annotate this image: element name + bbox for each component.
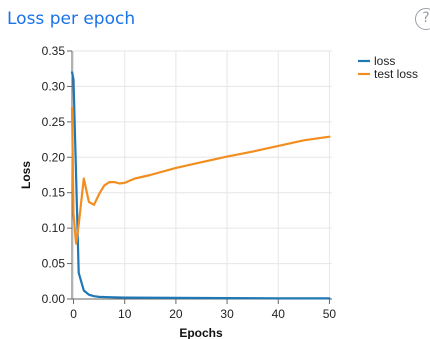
x-tick-label: 50 bbox=[323, 307, 337, 321]
x-tick-label: 30 bbox=[220, 307, 234, 321]
x-tick-label: 0 bbox=[70, 307, 77, 321]
y-axis-label: Loss bbox=[19, 161, 33, 189]
legend-label-loss: loss bbox=[374, 54, 395, 68]
chart-grid bbox=[72, 50, 332, 300]
y-tick-label: 0.10 bbox=[42, 221, 66, 235]
help-icon[interactable]: ? bbox=[415, 8, 430, 30]
y-tick-label: 0.30 bbox=[42, 79, 66, 93]
y-tick-label: 0.20 bbox=[42, 150, 66, 164]
y-tick-label: 0.05 bbox=[42, 257, 66, 271]
x-tick-label: 20 bbox=[169, 307, 183, 321]
x-tick-label: 40 bbox=[272, 307, 286, 321]
chart-series bbox=[70, 71, 331, 300]
x-tick-label: 10 bbox=[118, 307, 132, 321]
chart-axes: 0.00 0.05 0.10 0.15 0.20 0.25 0.30 0.35 0 10 20 30 4… bbox=[42, 44, 337, 321]
series-line-loss bbox=[70, 71, 331, 300]
y-tick-label: 0.25 bbox=[42, 115, 66, 129]
legend-label-test-loss: test loss bbox=[374, 67, 418, 81]
y-tick-label: 0.35 bbox=[42, 44, 66, 58]
x-axis-label: Epochs bbox=[179, 326, 223, 339]
y-tick-label: 0.00 bbox=[42, 292, 66, 306]
series-line-test-loss bbox=[70, 106, 331, 245]
chart-title: Loss per epoch bbox=[7, 9, 136, 29]
y-tick-label: 0.15 bbox=[42, 186, 66, 200]
